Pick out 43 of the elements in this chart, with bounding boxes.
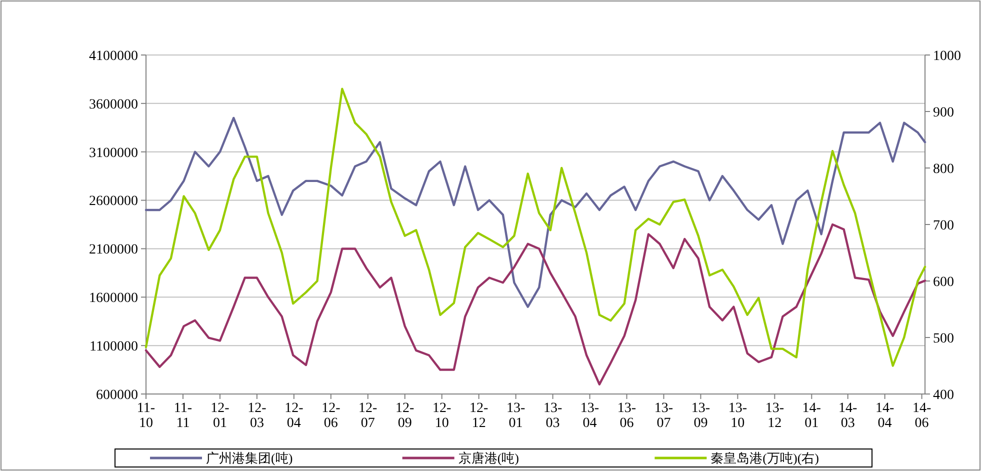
y2-tick-label: 700 <box>933 218 954 234</box>
x-tick-label: 12-09 <box>396 401 415 431</box>
line-series <box>144 223 926 386</box>
x-tick-label: 13-04 <box>580 401 600 431</box>
y2-tick-label: 1000 <box>933 48 961 64</box>
y2-tick-label: 600 <box>933 274 954 290</box>
y-tick-label: 2600000 <box>89 194 138 210</box>
legend-label: 广州港集团(吨) <box>206 450 293 466</box>
y-tick-label: 4100000 <box>89 48 138 64</box>
x-tick-label: 13-12 <box>765 401 784 431</box>
x-tick-label: 13-10 <box>728 401 748 431</box>
y2-tick-label: 500 <box>933 331 954 346</box>
x-tick-label: 14-04 <box>875 401 894 431</box>
x-tick-label: 13-09 <box>691 401 710 431</box>
y-tick-label: 3600000 <box>89 97 138 112</box>
y2-tick-label: 800 <box>933 162 954 177</box>
x-tick-label: 14-06 <box>912 401 932 431</box>
x-tick-label: 12-01 <box>210 401 230 431</box>
line-series <box>144 88 926 367</box>
y2-tick-label: 900 <box>933 105 954 120</box>
legend-label: 京唐港(吨) <box>458 450 520 466</box>
y-tick-label: 3100000 <box>89 146 138 161</box>
x-tick-label: 13-06 <box>617 401 636 431</box>
x-tick-label: 12-03 <box>248 401 267 431</box>
legend-label: 秦皇岛港(万吨)(右) <box>710 450 819 466</box>
line-series <box>144 116 926 308</box>
x-tick-label: 11-11 <box>174 401 192 431</box>
x-tick-label: 11-10 <box>136 401 156 431</box>
y-tick-label: 1600000 <box>89 291 138 306</box>
x-tick-label: 12-06 <box>322 401 341 431</box>
y-tick-label: 600000 <box>96 388 138 403</box>
y-tick-label: 2100000 <box>89 242 138 258</box>
x-tick-label: 14-03 <box>838 401 858 431</box>
x-tick-label: 12-04 <box>284 401 304 431</box>
x-tick-label: 13-07 <box>654 401 674 431</box>
x-tick-label: 14-01 <box>802 401 822 431</box>
x-tick-label: 12-10 <box>432 401 452 431</box>
x-tick-label: 12-07 <box>358 401 378 431</box>
x-tick-label: 13-03 <box>543 401 562 431</box>
y-tick-label: 1100000 <box>90 339 138 354</box>
y2-tick-label: 400 <box>933 388 954 403</box>
x-tick-label: 13-01 <box>506 401 526 431</box>
x-tick-label: 12-12 <box>469 401 488 431</box>
